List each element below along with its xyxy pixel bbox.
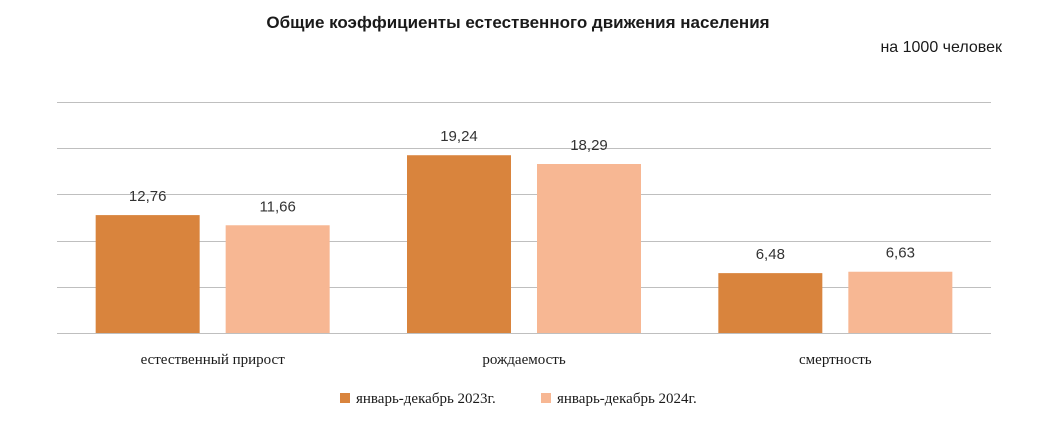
legend-swatch	[541, 393, 551, 403]
bars	[95, 155, 953, 333]
bar	[95, 215, 200, 333]
data-label: 12,76	[129, 188, 167, 205]
chart-title: Общие коэффициенты естественного движени…	[266, 13, 769, 32]
category-labels: естественный прирост рождаемость смертност…	[141, 352, 872, 368]
bar	[537, 164, 641, 333]
data-label: 6,48	[756, 246, 785, 263]
bar	[407, 155, 511, 333]
unit-label: на 1000 человек	[880, 39, 1003, 56]
bar	[225, 225, 330, 333]
bar	[848, 271, 953, 333]
legend-swatch	[340, 393, 350, 403]
gridlines	[57, 102, 991, 334]
legend-label: январь-декабрь 2023г.	[356, 391, 496, 407]
category-label: естественный прирост	[141, 352, 286, 368]
legend: январь-декабрь 2023г. январь-декабрь 2024…	[340, 391, 697, 407]
data-label: 6,63	[886, 245, 915, 262]
legend-label: январь-декабрь 2024г.	[557, 391, 697, 407]
bar	[718, 273, 823, 333]
data-labels: 12,76 11,66 19,24 18,29 6,48 6,63	[129, 128, 915, 263]
category-label: рождаемость	[482, 352, 566, 368]
data-label: 19,24	[440, 128, 478, 145]
data-label: 18,29	[570, 137, 608, 154]
category-label: смертность	[799, 352, 872, 368]
data-label: 11,66	[259, 198, 295, 215]
